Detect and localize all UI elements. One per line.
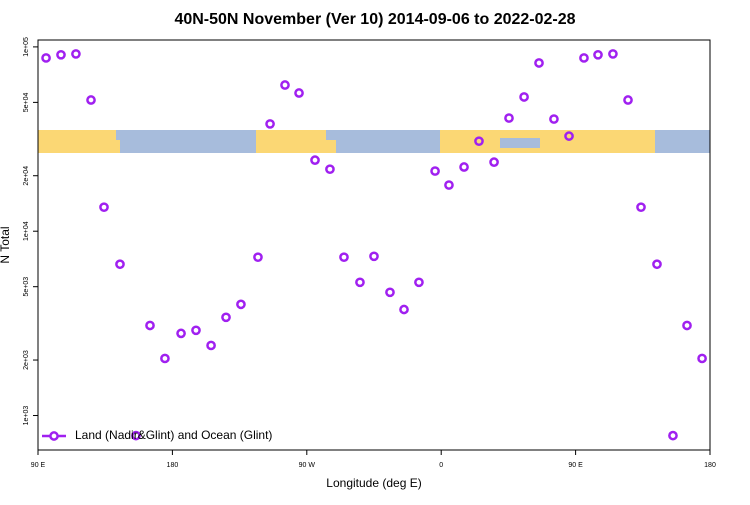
point	[325, 164, 335, 175]
y-tick-label: 2e+03	[23, 350, 30, 370]
point	[399, 304, 409, 315]
point	[489, 157, 499, 167]
point	[564, 131, 574, 141]
point	[636, 202, 646, 213]
point	[253, 252, 263, 263]
point	[459, 162, 469, 172]
point	[369, 251, 379, 262]
point	[414, 277, 424, 288]
point	[41, 53, 51, 63]
point	[339, 252, 349, 263]
point	[294, 88, 304, 98]
point	[579, 53, 589, 63]
point	[176, 328, 186, 339]
y-tick-label: 1e+04	[23, 221, 30, 241]
x-tick-label: 180	[167, 462, 179, 469]
point	[682, 320, 692, 331]
point	[549, 114, 559, 124]
legend-label: Land (Nadir&Glint) and Ocean (Glint)	[75, 428, 272, 442]
point	[236, 299, 246, 310]
point	[504, 113, 514, 123]
x-axis-label: Longitude (deg E)	[326, 476, 421, 490]
point	[265, 119, 275, 129]
point	[99, 202, 109, 213]
point	[697, 353, 707, 364]
point	[206, 340, 216, 351]
point	[131, 430, 141, 441]
x-tick-label: 0	[439, 462, 443, 469]
y-tick-label: 1e+05	[23, 37, 30, 57]
point	[145, 320, 155, 331]
point	[430, 166, 440, 176]
point	[86, 95, 96, 105]
point	[444, 180, 454, 190]
map-band	[38, 130, 710, 153]
y-tick-label: 2e+04	[23, 166, 30, 186]
point	[221, 312, 231, 323]
point	[385, 287, 395, 298]
point	[474, 136, 484, 147]
point	[519, 92, 529, 102]
point	[160, 353, 170, 364]
x-tick-label: 180	[704, 462, 716, 469]
y-axis-label: N Total	[0, 226, 12, 263]
point	[608, 49, 618, 59]
x-tick-label: 90 W	[299, 462, 316, 469]
y-tick-label: 1e+03	[23, 406, 30, 426]
point	[668, 430, 678, 441]
x-tick-label: 90 E	[568, 462, 583, 469]
point	[623, 95, 633, 105]
y-tick-label: 5e+04	[23, 92, 30, 112]
point	[310, 155, 320, 165]
legend-marker	[49, 431, 59, 441]
point	[56, 49, 66, 60]
point	[593, 49, 603, 60]
point	[71, 49, 81, 59]
y-tick-label: 5e+03	[23, 277, 30, 297]
point	[280, 80, 290, 90]
point	[534, 58, 544, 68]
point	[115, 259, 125, 270]
x-tick-label: 90 E	[31, 462, 46, 469]
point	[191, 325, 201, 336]
chart-title: 40N-50N November (Ver 10) 2014-09-06 to …	[174, 11, 575, 28]
plot-frame	[37, 39, 711, 451]
point	[652, 259, 662, 270]
point	[355, 277, 365, 288]
